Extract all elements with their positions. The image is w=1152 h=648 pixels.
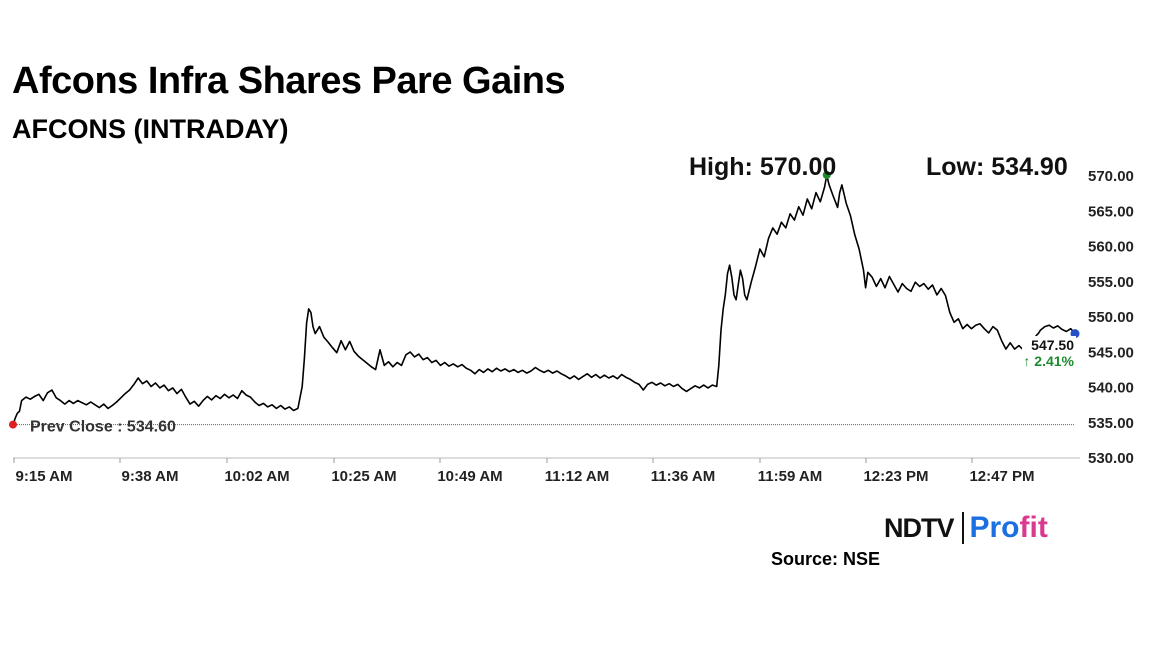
high-point-marker <box>822 171 831 179</box>
x-tick-label: 11:12 AM <box>545 468 609 485</box>
chart-subtitle: AFCONS (INTRADAY) <box>12 114 289 144</box>
prev-close-label: Prev Close : 534.60 <box>30 419 176 436</box>
y-tick-label: 530.00 <box>1088 450 1134 467</box>
y-tick-label: 560.00 <box>1088 239 1134 256</box>
high-label: High: 570.00 <box>689 153 836 181</box>
brand-profit-b: fit <box>1019 511 1048 544</box>
y-tick-label: 570.00 <box>1088 168 1134 185</box>
x-tick-label: 12:47 PM <box>969 468 1034 485</box>
brand-divider <box>961 512 964 544</box>
ndtv-profit-logo: NDTV Profit <box>884 510 1048 546</box>
last-price-label: 547.50 <box>1031 337 1074 353</box>
last-price-marker <box>1070 329 1080 339</box>
price-series-line <box>12 174 1076 425</box>
x-tick-label: 12:23 PM <box>863 468 928 485</box>
source-note: Source: NSE <box>771 549 881 569</box>
x-tick-label: 11:59 AM <box>758 468 822 485</box>
x-tick-label: 10:49 AM <box>437 468 502 485</box>
y-tick-label: 545.00 <box>1088 344 1134 361</box>
low-label: Low: 534.90 <box>926 153 1068 181</box>
brand-profit-a: Pro <box>969 511 1020 544</box>
y-tick-label: 540.00 <box>1088 380 1134 397</box>
x-tick-label: 10:25 AM <box>331 468 396 485</box>
x-tick-label: 9:15 AM <box>16 468 73 485</box>
y-tick-label: 535.00 <box>1088 415 1134 432</box>
x-tick-label: 11:36 AM <box>651 468 715 485</box>
brand-ndtv: NDTV <box>884 512 954 543</box>
x-tick-label: 9:38 AM <box>122 468 179 485</box>
x-tick-label: 10:02 AM <box>224 468 289 485</box>
start-point-marker <box>9 420 17 429</box>
brand-profit: Profit <box>970 511 1048 545</box>
y-tick-label: 550.00 <box>1088 309 1134 326</box>
y-tick-label: 555.00 <box>1088 274 1134 291</box>
y-tick-label: 565.00 <box>1088 203 1134 220</box>
last-price-box <box>1022 336 1076 369</box>
chart-title: Afcons Infra Shares Pare Gains <box>12 60 566 102</box>
last-change-label: ↑ 2.41% <box>1023 353 1074 369</box>
